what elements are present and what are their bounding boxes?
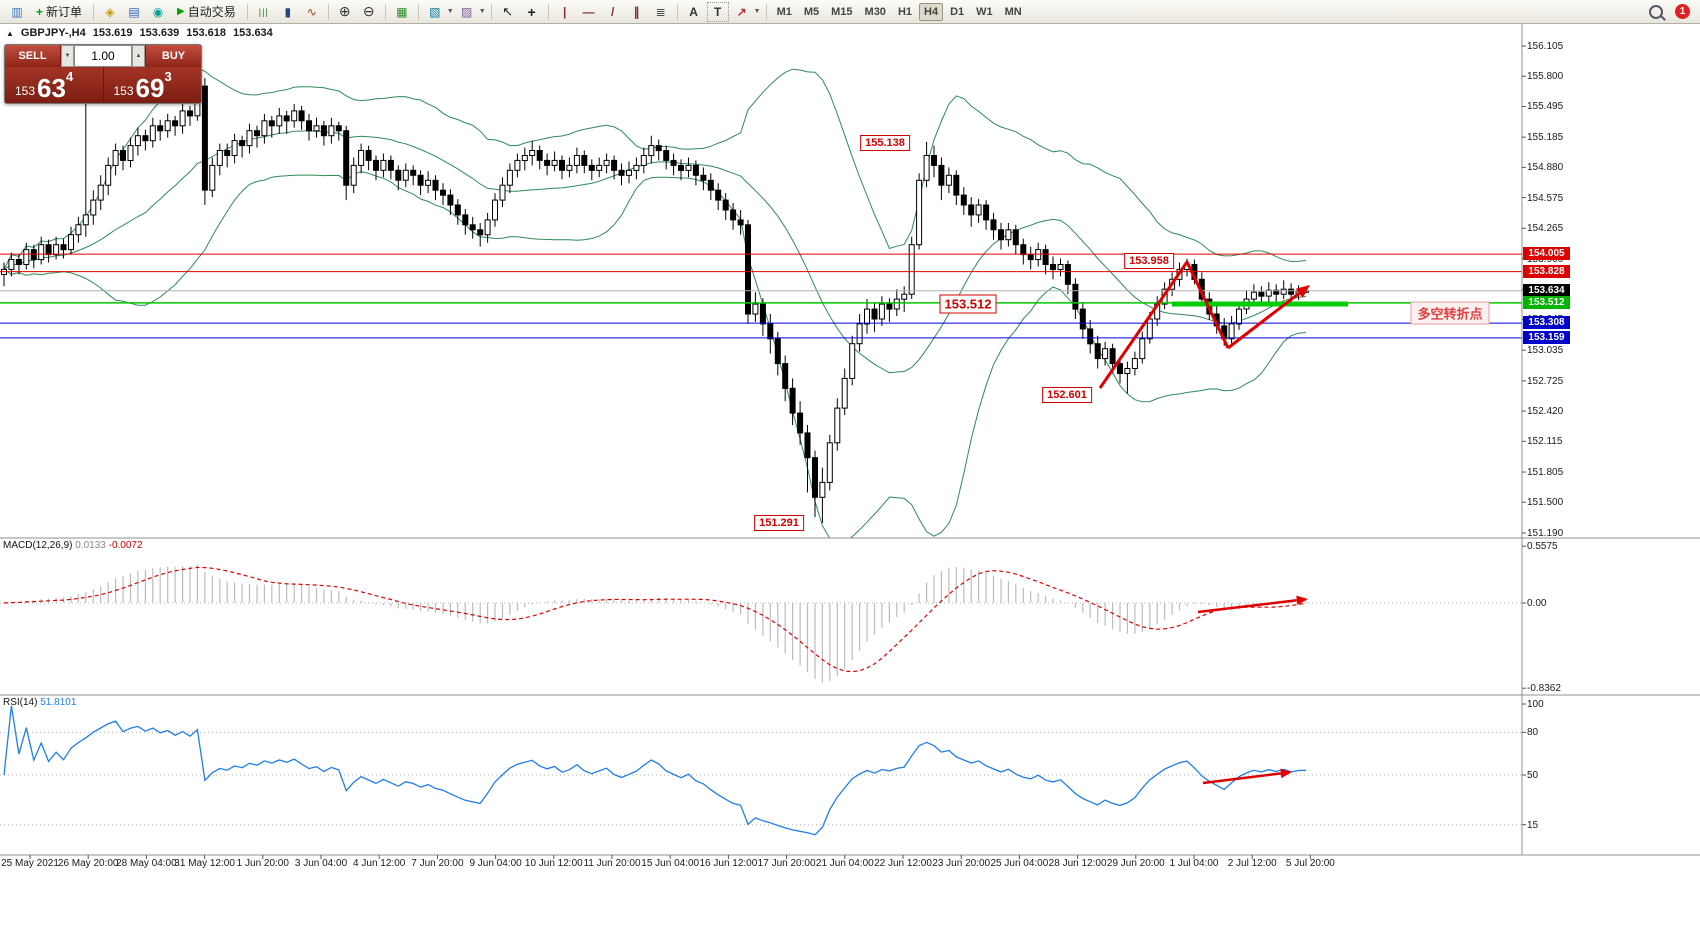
rsi-line: [3, 705, 1307, 836]
sell-button[interactable]: SELL: [5, 45, 61, 67]
quote-line: ▲ GBPJPY-,H4 153.619 153.639 153.618 153…: [6, 27, 273, 39]
timeframe-h4[interactable]: H4: [919, 2, 944, 21]
turning-point-note[interactable]: 多空转折点: [1410, 301, 1490, 325]
crosshair-icon[interactable]: +: [527, 3, 536, 20]
zoom-in-icon[interactable]: ⊕: [338, 3, 351, 19]
autotrade-button[interactable]: ▶ 自动交易: [171, 3, 242, 21]
toolbar-separator: [765, 3, 767, 20]
timeframe-m15[interactable]: M15: [826, 3, 857, 21]
one-click-prices: 153 63 4 153 69 3: [5, 67, 201, 103]
cursor-icon[interactable]: ↖: [502, 3, 514, 19]
indicators-icon[interactable]: ▧: [429, 4, 441, 19]
macd-name: MACD(12,26,9): [3, 540, 73, 551]
buy-price-pips: 69: [135, 73, 165, 103]
navigator-icon[interactable]: ◈: [105, 4, 115, 19]
new-order-button[interactable]: + 新订单: [30, 3, 88, 21]
sell-price-main: 153: [15, 83, 36, 98]
timeframe-m1[interactable]: M1: [772, 3, 797, 21]
price-annotation-152601[interactable]: 152.601: [1042, 387, 1092, 403]
price-pane[interactable]: [0, 61, 1522, 542]
symbol-period-label: GBPJPY-,H4: [20, 27, 86, 39]
price-annotation-151291[interactable]: 151.291: [754, 515, 804, 531]
text-tool-icon[interactable]: A: [689, 4, 698, 19]
new-order-icon: +: [36, 4, 44, 19]
buy-price-main: 153: [113, 83, 134, 98]
sell-price[interactable]: 153 63 4: [5, 67, 103, 103]
indicators-dropdown-icon[interactable]: ▼: [446, 8, 454, 15]
market-watch-icon[interactable]: ▤: [128, 4, 140, 19]
main-toolbar: ▥ + 新订单 ◈ ▤ ◉ ▶ 自动交易 ||| ▮ ∿ ⊕ ⊖ ▦ ▧ ▼ ▨…: [0, 0, 1700, 24]
toolbar-separator: [384, 3, 386, 20]
tick-direction-icon: ▲: [6, 28, 14, 38]
macd-pane[interactable]: [0, 564, 1522, 683]
price-annotation-153958[interactable]: 153.958: [1124, 253, 1174, 269]
volume-input[interactable]: [74, 45, 132, 67]
tile-windows-icon[interactable]: ▦: [396, 4, 408, 19]
bollinger-band: [3, 66, 1307, 270]
new-order-label: 新订单: [46, 5, 83, 19]
timeframe-mn[interactable]: MN: [1000, 3, 1027, 21]
one-click-divider: [102, 67, 104, 103]
horizontal-line-tool-icon[interactable]: —: [582, 4, 595, 19]
macd-signal-line: [3, 566, 1307, 673]
candlestick-chart-icon[interactable]: ▮: [284, 4, 292, 19]
toolbar-separator: [93, 3, 95, 20]
bar-chart-icon[interactable]: |||: [258, 6, 269, 17]
timeframe-w1[interactable]: W1: [971, 3, 998, 21]
label-tool-icon[interactable]: T: [706, 1, 729, 22]
chart-window-icon[interactable]: ▥: [11, 4, 23, 19]
timeframe-d1[interactable]: D1: [945, 3, 969, 21]
buy-price[interactable]: 153 69 3: [104, 67, 202, 103]
buy-button[interactable]: BUY: [145, 45, 201, 67]
notification-badge[interactable]: 1: [1675, 4, 1690, 19]
templates-dropdown-icon[interactable]: ▼: [478, 8, 486, 15]
autotrade-play-icon: ▶: [177, 6, 185, 17]
rsi-name: RSI(14): [3, 697, 38, 708]
sell-price-point: 4: [65, 69, 74, 84]
quote-low: 153.618: [186, 27, 227, 39]
timeframe-m5[interactable]: M5: [799, 3, 824, 21]
zoom-out-icon[interactable]: ⊖: [362, 3, 375, 19]
quote-high: 153.639: [139, 27, 180, 39]
volume-increase-button[interactable]: ▲: [132, 45, 145, 67]
bollinger-band: [3, 130, 1307, 374]
vertical-line-tool-icon[interactable]: |: [562, 4, 567, 19]
arrows-dropdown-icon[interactable]: ▼: [753, 8, 761, 15]
price-annotation-155138[interactable]: 155.138: [860, 135, 910, 151]
community-icon[interactable]: ◉: [152, 4, 164, 19]
sell-price-pips: 63: [37, 73, 66, 103]
timeframe-m30[interactable]: M30: [860, 3, 891, 21]
price-annotation-153512[interactable]: 153.512: [939, 294, 997, 314]
macd-value-signal: -0.0072: [108, 540, 143, 551]
autotrade-label: 自动交易: [187, 5, 236, 19]
quote-close: 153.634: [233, 27, 273, 39]
toolbar-separator: [246, 3, 248, 20]
toolbar-separator: [676, 3, 678, 20]
trendline-tool-icon[interactable]: /: [610, 4, 615, 19]
toolbar-separator: [417, 3, 419, 20]
arrows-tool-icon[interactable]: ↗: [736, 4, 747, 19]
rsi-value: 51.8101: [40, 697, 77, 708]
rsi-pane[interactable]: [0, 705, 1522, 836]
buy-price-point: 3: [164, 69, 172, 84]
search-icon[interactable]: [1649, 4, 1663, 19]
timeframe-h1[interactable]: H1: [893, 3, 917, 21]
channel-tool-icon[interactable]: ∥: [633, 4, 640, 19]
chart-canvas[interactable]: [0, 24, 1700, 880]
trend-zigzag-arrow: [1098, 260, 1230, 389]
templates-icon[interactable]: ▨: [461, 4, 473, 19]
quote-open: 153.619: [92, 27, 133, 39]
macd-indicator-label: MACD(12,26,9) 0.0133 -0.0072: [3, 540, 143, 551]
fibonacci-tool-icon[interactable]: ≣: [655, 4, 666, 19]
one-click-top-row: SELL ▼ ▲ BUY: [5, 45, 201, 67]
toolbar-separator: [547, 3, 549, 20]
macd-value-main: 0.0133: [75, 540, 106, 551]
rsi-indicator-label: RSI(14) 51.8101: [3, 697, 76, 708]
toolbar-separator: [327, 3, 329, 20]
volume-decrease-button[interactable]: ▼: [61, 45, 74, 67]
line-chart-icon[interactable]: ∿: [306, 4, 317, 19]
toolbar-separator: [490, 3, 492, 20]
